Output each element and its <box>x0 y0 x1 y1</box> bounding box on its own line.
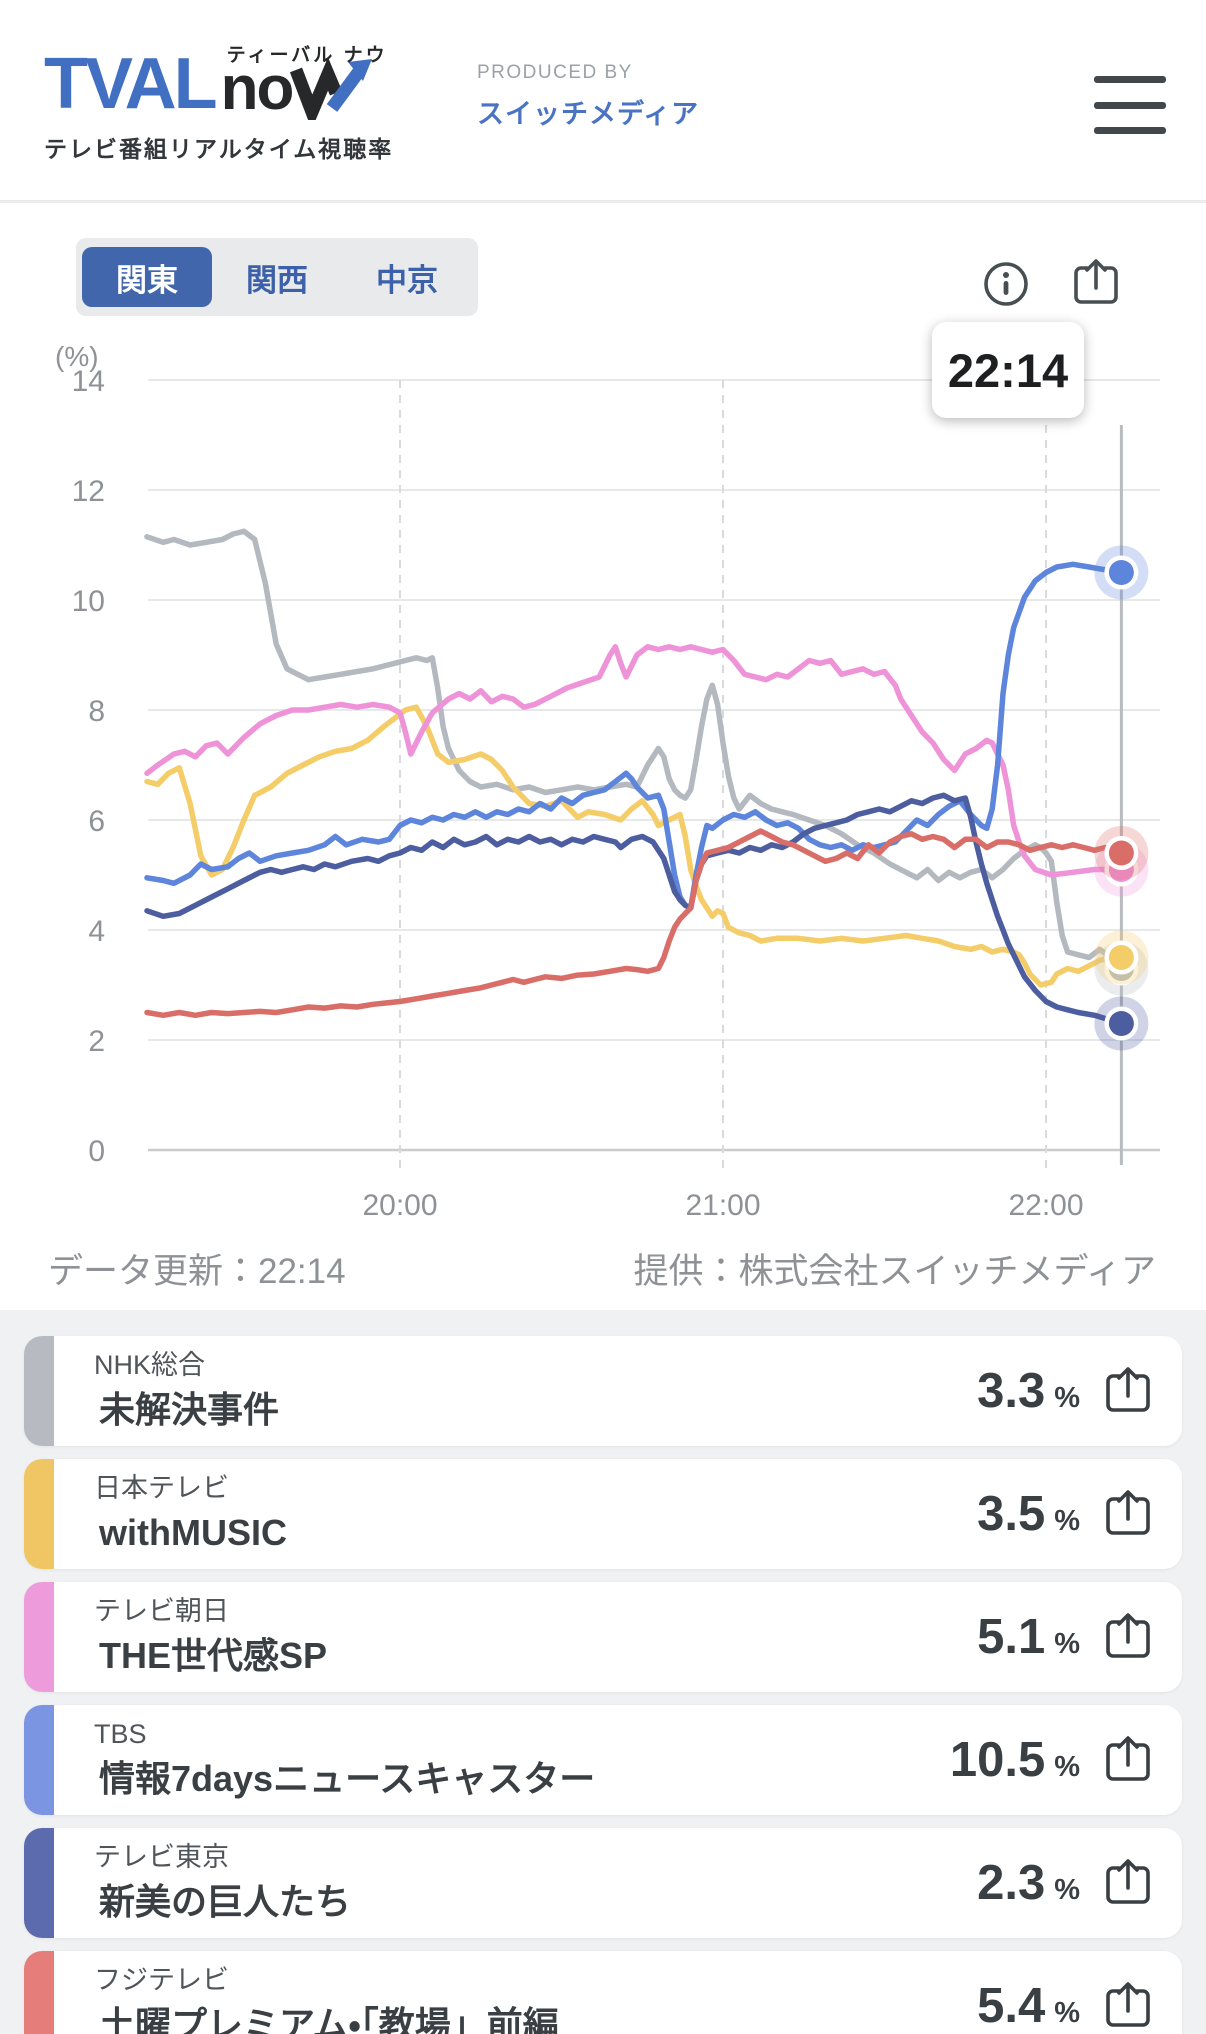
region-tab-0[interactable]: 関東 <box>82 247 212 307</box>
menu-icon[interactable] <box>1094 76 1166 134</box>
channel-list: NHK総合 未解決事件 3.3 % 日本テレビ withMUSIC <box>0 1310 1206 2034</box>
provider-label: 提供：株式会社スイッチメディア <box>633 1252 1156 1291</box>
rating-value: 3.3 <box>977 1364 1046 1418</box>
header-divider <box>0 200 1206 203</box>
logo-now-text: no <box>220 54 295 123</box>
channel-color-bar <box>24 1459 54 1569</box>
program-title: 情報7daysニュースキャスター <box>99 1757 596 1799</box>
region-tabs: 関東 関西 中京 <box>76 238 478 316</box>
channel-name: NHK総合 <box>94 1350 206 1380</box>
program-title: withMUSIC <box>99 1511 287 1553</box>
share-icon[interactable] <box>1102 1488 1154 1540</box>
time-tooltip: 22:14 <box>932 322 1084 418</box>
svg-text:8: 8 <box>88 695 105 728</box>
program-title: 未解決事件 <box>99 1388 280 1430</box>
rating-unit: % <box>1054 1996 1080 2029</box>
channel-name: テレビ東京 <box>94 1842 229 1872</box>
share-icon[interactable] <box>1102 1980 1154 2032</box>
data-updated-label: データ更新：22:14 <box>48 1252 346 1291</box>
svg-text:(%): (%) <box>55 341 99 372</box>
svg-text:14: 14 <box>72 365 105 398</box>
rating-unit: % <box>1054 1873 1080 1906</box>
svg-text:22:00: 22:00 <box>1008 1189 1083 1222</box>
svg-text:20:00: 20:00 <box>362 1189 437 1222</box>
rating-value: 3.5 <box>977 1487 1046 1541</box>
logo-tval-text: TVAL <box>44 44 218 124</box>
program-title: 新美の巨人たち <box>99 1880 352 1922</box>
produced-by-block: PRODUCED BY スイッチメディア <box>477 62 699 131</box>
produced-by-label: PRODUCED BY <box>477 62 633 83</box>
channel-name: 日本テレビ <box>94 1473 229 1503</box>
rating-value: 5.4 <box>977 1979 1046 2033</box>
rating-value: 10.5 <box>949 1733 1046 1787</box>
app-logo[interactable]: TVAL ティーバル ナウ no テレビ番組リアルタイム視聴率 <box>44 24 393 164</box>
channel-name: テレビ朝日 <box>94 1596 229 1626</box>
channel-card[interactable]: TBS 情報7daysニュースキャスター 10.5 % <box>24 1705 1182 1815</box>
rating-unit: % <box>1054 1381 1080 1414</box>
logo-tagline: テレビ番組リアルタイム視聴率 <box>44 136 394 162</box>
channel-color-bar <box>24 1705 54 1815</box>
svg-text:6: 6 <box>88 805 105 838</box>
svg-text:2: 2 <box>88 1025 105 1058</box>
program-title: THE世代感SP <box>99 1634 328 1676</box>
app-header: TVAL ティーバル ナウ no テレビ番組リアルタイム視聴率 PRODUCED… <box>0 0 1206 200</box>
channel-card[interactable]: NHK総合 未解決事件 3.3 % <box>24 1336 1182 1446</box>
channel-name: フジテレビ <box>94 1965 229 1995</box>
ratings-chart[interactable]: 0 2 4 6 8 10 12 14 (%) 20:00 21:00 22:00 <box>0 330 1206 1230</box>
producer-name[interactable]: スイッチメディア <box>477 99 700 129</box>
channel-card[interactable]: テレビ朝日 THE世代感SP 5.1 % <box>24 1582 1182 1692</box>
share-icon[interactable] <box>1102 1734 1154 1786</box>
rating-unit: % <box>1054 1504 1080 1537</box>
svg-text:21:00: 21:00 <box>685 1189 760 1222</box>
svg-text:0: 0 <box>88 1135 105 1168</box>
logo-arrow-icon <box>290 58 373 120</box>
channel-color-bar <box>24 1336 54 1446</box>
channel-color-bar <box>24 1828 54 1938</box>
channel-card[interactable]: 日本テレビ withMUSIC 3.5 % <box>24 1459 1182 1569</box>
logo-ruby-text: ティーバル ナウ <box>226 45 388 66</box>
info-icon[interactable] <box>982 260 1030 308</box>
region-tab-1[interactable]: 関西 <box>212 247 342 307</box>
svg-text:10: 10 <box>72 585 105 618</box>
rating-value: 5.1 <box>977 1610 1046 1664</box>
share-icon[interactable] <box>1102 1857 1154 1909</box>
share-icon[interactable] <box>1070 257 1122 309</box>
rating-unit: % <box>1054 1750 1080 1783</box>
share-icon[interactable] <box>1102 1611 1154 1663</box>
share-icon[interactable] <box>1102 1365 1154 1417</box>
rating-value: 2.3 <box>977 1856 1046 1910</box>
channel-card[interactable]: テレビ東京 新美の巨人たち 2.3 % <box>24 1828 1182 1938</box>
rating-unit: % <box>1054 1627 1080 1660</box>
channel-card[interactable]: フジテレビ 土曜プレミアム・「教場」前編 5.4 % <box>24 1951 1182 2034</box>
svg-text:12: 12 <box>72 475 105 508</box>
svg-text:4: 4 <box>88 915 105 948</box>
channel-color-bar <box>24 1582 54 1692</box>
channel-color-bar <box>24 1951 54 2034</box>
channel-name: TBS <box>94 1719 147 1749</box>
program-title: 土曜プレミアム・「教場」前編 <box>99 2003 559 2034</box>
region-tab-2[interactable]: 中京 <box>342 247 472 307</box>
